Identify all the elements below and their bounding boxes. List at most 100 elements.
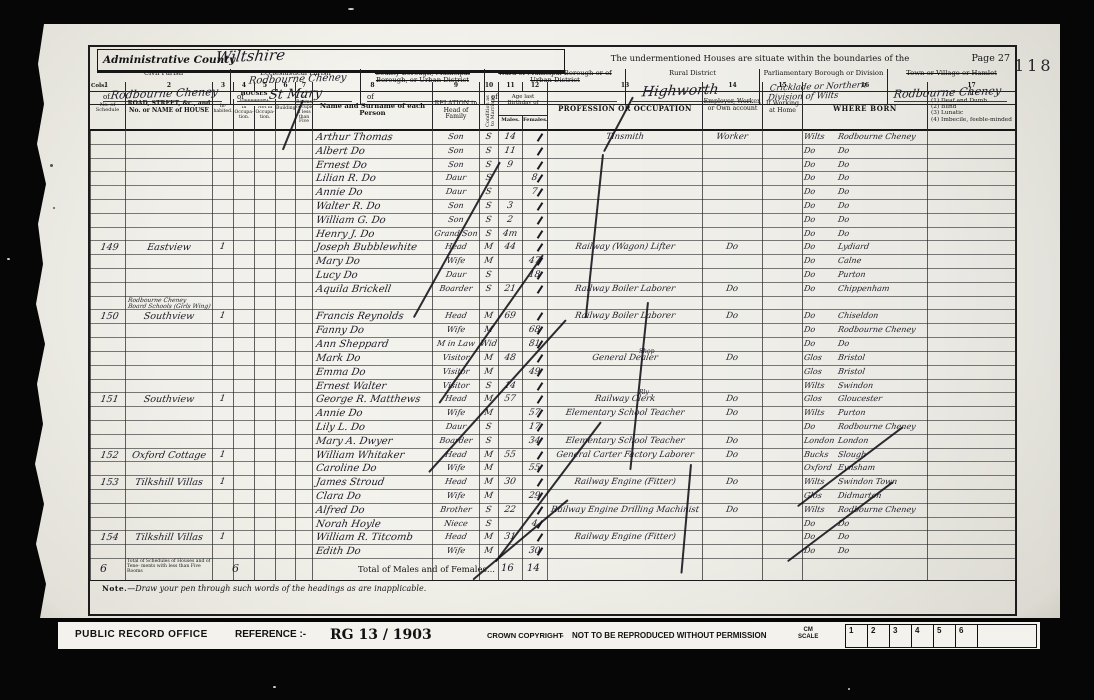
enumerator-tick	[536, 381, 544, 391]
of-word: of	[237, 93, 244, 101]
cell-relation: Daur	[445, 187, 467, 197]
table-row: Mark Do Visitor M 48 General Dealer Shop Do Glo…	[90, 348, 1015, 366]
table-row: 150 Southview 1 Francis Reynolds Head M 69 Rail…	[90, 310, 1015, 325]
page-number: Page 27	[971, 53, 1010, 64]
cell-born-county: Wilts	[803, 132, 826, 141]
column-rule	[432, 131, 433, 581]
town-village-label: Town or Village or Hamlet	[906, 69, 997, 77]
header-infirmity-3: (3) Lunatic	[931, 110, 964, 117]
table-row: Walter R. Do Son S 3 Do Do	[90, 200, 1015, 214]
cell-occupation: Railway Boiler Laborer	[574, 283, 676, 294]
table-row: Mary A. DwyerBoarderS34Elementary School…	[90, 435, 1015, 449]
cell-relation: Wife	[446, 463, 466, 473]
cell-condition: S	[484, 380, 493, 391]
enumerator-tick	[536, 160, 544, 170]
header-where-born: WHERE BORN	[802, 91, 927, 131]
cell-relation: Head	[444, 477, 468, 487]
cell-age-male: 11	[503, 145, 517, 156]
scan-speck	[348, 8, 354, 10]
cell-relation: Daur	[445, 173, 467, 183]
header-in-occupation: In Occupa-tion.	[233, 106, 254, 131]
cell-born-county: Glos	[803, 394, 823, 404]
cell-relation: Son	[447, 159, 465, 169]
cell-relation: Grand Son	[433, 228, 479, 238]
column-headers: No. of Schedule ROAD, STREET, &c., and N…	[90, 91, 1015, 131]
cell-relation: Visitor	[441, 380, 471, 390]
cell-born-place: Bristol	[837, 366, 866, 376]
cell-name: Alfred Do	[315, 504, 366, 516]
table-row: Lucy Do Daur S 18 Do Purton	[90, 269, 1015, 283]
cell-born-county: Do	[803, 339, 816, 349]
cell-condition: M	[483, 449, 494, 460]
column-number: 10	[479, 82, 498, 91]
enumerator-tick	[536, 229, 544, 239]
header-infirmity-4: (4) Imbecile, feeble-minded	[931, 116, 1012, 123]
cell-employer: Do	[725, 408, 739, 419]
column-number: 2	[125, 82, 212, 91]
cell-inhabited: 1	[218, 394, 227, 405]
totals-label: Total of Schedules of Houses and of Tene…	[127, 559, 211, 574]
cell-relation: Boarder	[438, 283, 474, 293]
cell-name: Ann Sheppard	[315, 339, 390, 351]
undermentioned-text: The undermentioned Houses are situate wi…	[610, 54, 910, 64]
cell-schedule: 154	[99, 532, 120, 544]
cell-born-place: Slough	[837, 449, 867, 459]
of-word: of	[491, 93, 498, 101]
cell-born-place: Purton	[837, 270, 867, 280]
cm-label: CM	[803, 627, 813, 633]
cell-employer: Do	[725, 504, 739, 515]
cell-age-male: 2	[506, 214, 514, 225]
cell-occupation: General Dealer	[591, 352, 659, 363]
paper-spot	[53, 207, 55, 209]
cell-born-county: Wilts	[803, 380, 826, 390]
county-borough-line: of	[367, 91, 476, 102]
cell-born-county: Do	[803, 242, 816, 252]
total-males: 16	[501, 563, 514, 574]
rural-district-label: Rural District	[669, 69, 716, 77]
cell-born-place: Didmarton	[837, 490, 883, 500]
cell-road: Eastview	[146, 242, 192, 254]
locality-sections: Civil Parish of Rodbourne Cheney Ecclesi…	[90, 69, 1015, 105]
cell-employer: Do	[725, 283, 739, 294]
footer-office: PUBLIC RECORD OFFICE	[75, 629, 208, 640]
table-row: Emma Do Visitor M 49 Glos Bristol	[90, 366, 1015, 380]
column-rule	[522, 131, 523, 581]
cell-born-place: Do	[837, 518, 850, 528]
cell-born-county: Wilts	[803, 408, 826, 418]
cell-name: Lucy Do	[315, 270, 359, 282]
table-row: William G. Do Son S 2 Do Do	[90, 214, 1015, 228]
cell-inhabited: 1	[218, 477, 227, 488]
cell-schedule: 153	[99, 477, 120, 489]
cell-schedule: 151	[99, 394, 120, 406]
cell-occupation-note: Shop	[639, 347, 655, 355]
cell-name: Ernest Do	[315, 159, 368, 171]
column-number: 6	[275, 82, 295, 91]
folio-stamp: 118	[1014, 56, 1054, 75]
cell-born-place: Rodbourne Cheney	[837, 132, 917, 141]
cell-relation: Head	[444, 311, 468, 321]
footer-notice: NOT TO BE REPRODUCED WITHOUT PERMISSION	[572, 631, 767, 640]
cell-age-male: 57	[503, 394, 517, 405]
cell-condition: S	[484, 504, 493, 515]
cell-road: Southview	[142, 394, 196, 406]
cell-condition: S	[484, 283, 493, 294]
headings-note: Note.—Draw your pen through such words o…	[102, 584, 426, 593]
scale-cell: 6	[956, 625, 978, 647]
header-age-group: Age last Birthday of	[498, 91, 547, 115]
ward-line: of	[491, 91, 617, 102]
table-row: Clara DoWifeM29GlosDidmarton	[90, 490, 1015, 504]
cell-road: Tilkshill Villas	[134, 532, 204, 544]
column-rule	[254, 131, 255, 581]
column-number: 14	[702, 82, 762, 91]
header-uninhabited-group: Uninhabited.	[233, 99, 275, 106]
cell-age-male: 44	[503, 242, 517, 253]
cell-born-place: Chippenham	[837, 283, 891, 293]
column-numbers-row: Cols. 1 2 3 4 5 6 7 8 9 10 11 12 13 14 15 16 17	[90, 82, 1015, 92]
cell-occupation: Elementary School Teacher	[564, 408, 686, 419]
cell-condition: M	[483, 477, 494, 488]
of-word: of	[367, 93, 374, 101]
civil-parish-line: of	[103, 91, 222, 102]
cell-condition: M	[483, 532, 494, 543]
cell-born-county: Do	[803, 256, 816, 266]
